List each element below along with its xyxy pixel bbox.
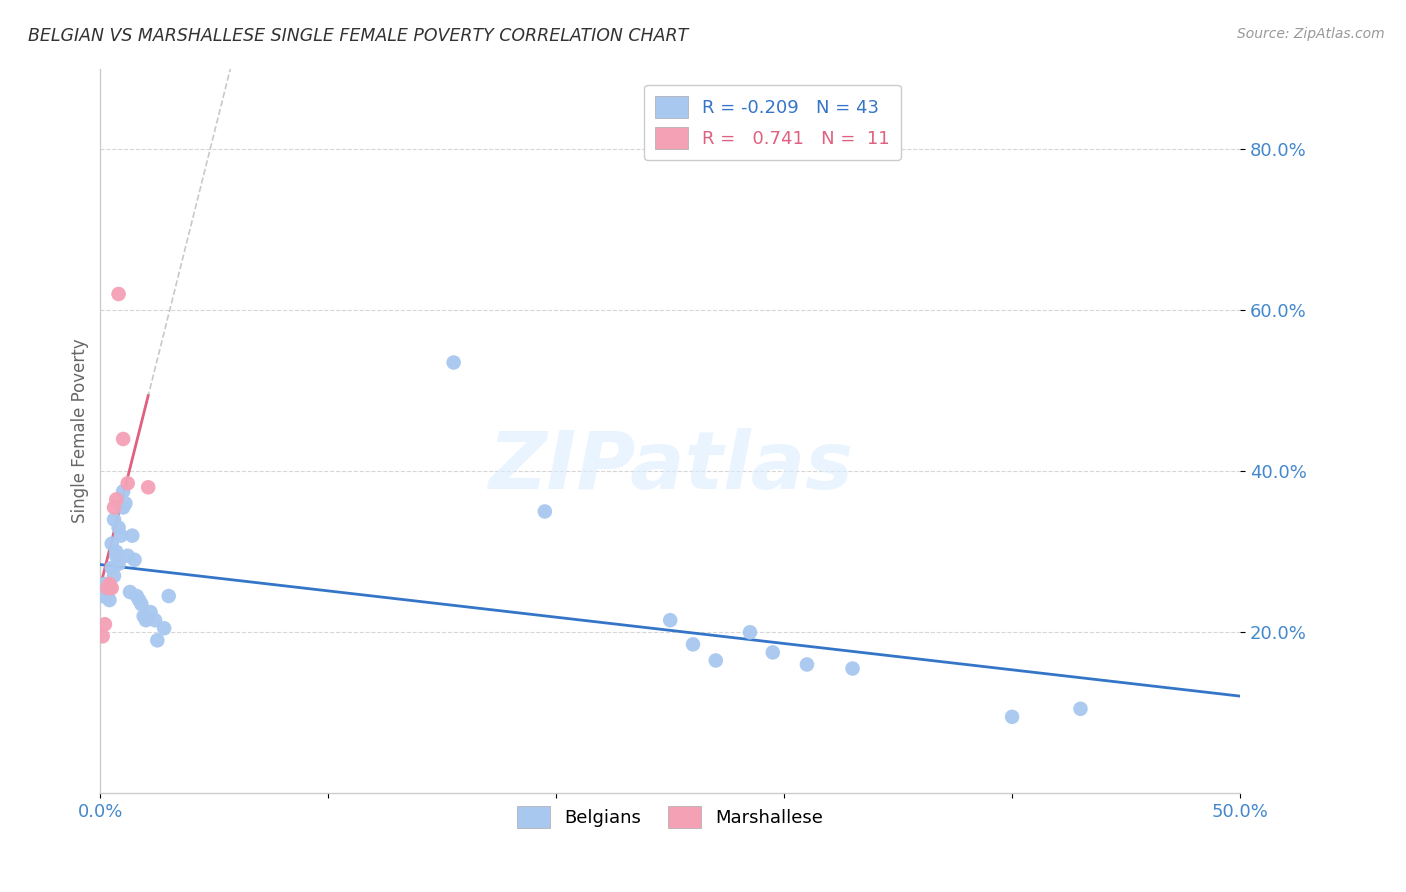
Point (100, 581, 122, 595)
Legend: Belgians, Marshallese: Belgians, Marshallese (510, 798, 831, 835)
Point (100, 561, 122, 575)
Point (796, 657, 818, 672)
Point (105, 549, 128, 563)
Point (1001, 710, 1024, 724)
Point (98, 581, 121, 595)
Point (103, 500, 125, 515)
Point (143, 613, 166, 627)
Point (96, 581, 118, 595)
Point (103, 569, 125, 583)
Point (125, 589, 148, 603)
Point (112, 432, 135, 446)
Point (114, 496, 136, 510)
Point (132, 609, 155, 624)
Point (117, 549, 139, 563)
Point (96, 589, 118, 603)
Text: BELGIAN VS MARSHALLESE SINGLE FEMALE POVERTY CORRELATION CHART: BELGIAN VS MARSHALLESE SINGLE FEMALE POV… (28, 27, 689, 45)
Y-axis label: Single Female Poverty: Single Female Poverty (72, 339, 89, 524)
Point (103, 512, 125, 526)
Point (94, 617, 117, 632)
Point (107, 520, 129, 534)
Point (762, 645, 785, 659)
Point (128, 593, 150, 607)
Point (682, 637, 704, 651)
Text: Source: ZipAtlas.com: Source: ZipAtlas.com (1237, 27, 1385, 41)
Point (738, 625, 761, 640)
Point (704, 653, 727, 667)
Point (443, 355, 465, 369)
Point (96, 581, 118, 595)
Point (98, 577, 121, 591)
Point (135, 613, 157, 627)
Text: ZIPatlas: ZIPatlas (488, 428, 852, 506)
Point (112, 484, 135, 499)
Point (91, 629, 114, 643)
Point (112, 500, 135, 515)
Point (136, 480, 159, 494)
Point (139, 605, 162, 619)
Point (1069, 702, 1091, 716)
Point (153, 621, 176, 635)
Point (110, 528, 132, 542)
Point (107, 557, 129, 571)
Point (534, 504, 557, 518)
Point (105, 545, 128, 559)
Point (146, 633, 169, 648)
Point (841, 661, 863, 675)
Point (131, 597, 153, 611)
Point (117, 476, 139, 491)
Point (98, 593, 121, 607)
Point (100, 537, 122, 551)
Point (94, 577, 117, 591)
Point (121, 528, 143, 542)
Point (659, 613, 682, 627)
Point (118, 585, 141, 599)
Point (105, 492, 128, 507)
Point (124, 553, 146, 567)
Point (157, 589, 180, 603)
Point (107, 287, 129, 301)
Point (91, 589, 114, 603)
